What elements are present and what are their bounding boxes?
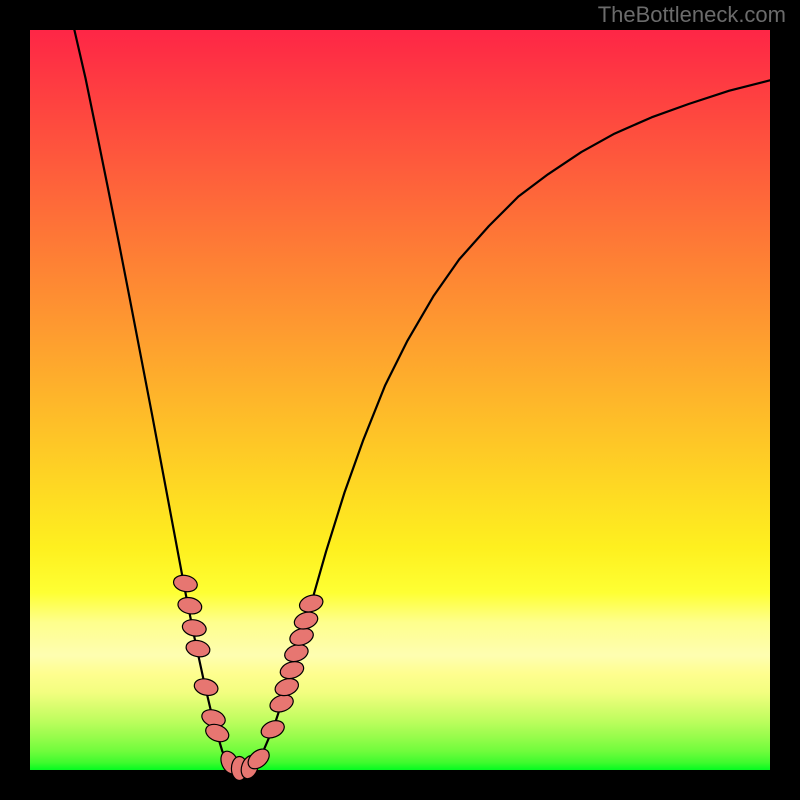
chart-svg: TheBottleneck.com xyxy=(0,0,800,800)
chart-root: TheBottleneck.com xyxy=(0,0,800,800)
watermark-text: TheBottleneck.com xyxy=(598,2,786,27)
plot-background xyxy=(30,30,770,770)
